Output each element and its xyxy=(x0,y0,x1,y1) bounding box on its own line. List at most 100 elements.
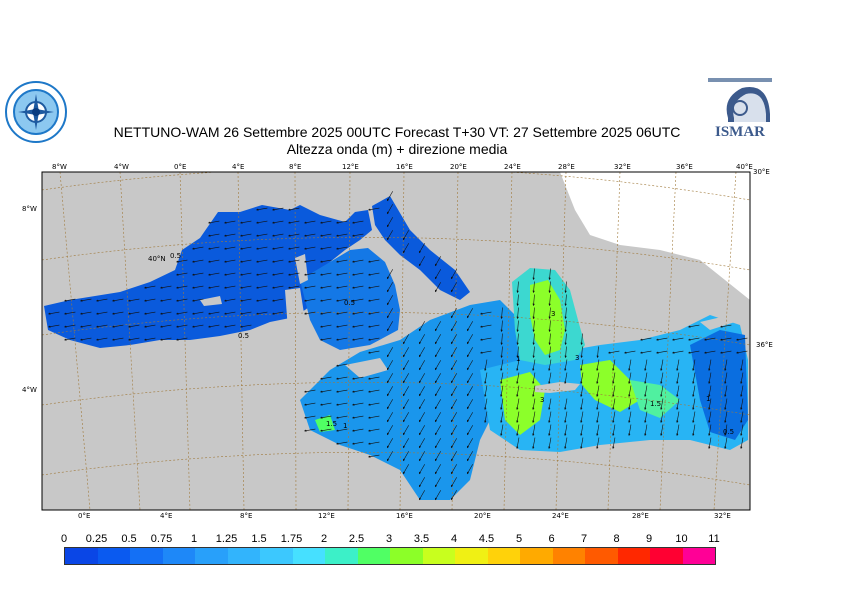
direction-arrow xyxy=(564,398,568,411)
direction-arrow xyxy=(418,412,426,423)
direction-arrow xyxy=(255,207,268,211)
direction-arrow xyxy=(532,437,536,450)
direction-arrow xyxy=(402,334,410,345)
direction-arrow xyxy=(191,298,204,302)
direction-arrow xyxy=(450,360,458,371)
direction-arrow xyxy=(143,298,156,302)
direction-arrow xyxy=(516,411,520,424)
contour-labels: 0.5 0.5 0.5 1 1.5 1 3 3 3 1.5 1 0.5 xyxy=(170,252,734,436)
direction-arrow xyxy=(548,333,551,346)
direction-arrow xyxy=(351,324,364,328)
colorbar-swatch xyxy=(422,548,455,564)
direction-arrow xyxy=(418,464,426,475)
direction-arrow xyxy=(63,298,76,302)
direction-arrow xyxy=(223,272,236,276)
direction-arrow xyxy=(79,298,92,302)
lat-label-left: 8°W xyxy=(22,205,37,213)
direction-arrow xyxy=(418,425,426,436)
direction-arrow xyxy=(450,451,458,462)
direction-arrow xyxy=(418,321,426,332)
direction-arrow xyxy=(402,451,410,462)
direction-arrow xyxy=(402,438,410,449)
balearic-islands xyxy=(200,296,222,306)
direction-arrow xyxy=(335,285,348,289)
direction-arrow xyxy=(724,437,728,450)
direction-arrow xyxy=(612,398,616,411)
sea-tyrrhenian xyxy=(300,248,400,350)
direction-arrow xyxy=(143,337,156,341)
contour-label: 0.5 xyxy=(344,299,355,307)
direction-arrow xyxy=(255,233,268,237)
map-subtitle: Altezza onda (m) + direzione media xyxy=(286,141,508,157)
colorbar-label: 7 xyxy=(580,533,588,545)
contour-label: 0.5 xyxy=(238,332,249,340)
direction-arrow xyxy=(676,398,680,411)
direction-arrow xyxy=(303,246,316,250)
direction-arrow xyxy=(386,217,394,228)
direction-arrow xyxy=(548,398,552,411)
direction-arrow xyxy=(676,411,680,424)
colorbar-label: 6 xyxy=(548,533,555,545)
direction-arrow xyxy=(418,399,426,410)
lon-label-top: 40°E xyxy=(736,163,753,171)
direction-arrow xyxy=(287,207,300,211)
direction-arrow xyxy=(724,372,728,385)
direction-arrow xyxy=(516,372,520,385)
direction-arrow xyxy=(287,220,300,224)
lon-label-bottom: 4°E xyxy=(160,512,172,520)
direction-arrow xyxy=(516,320,519,333)
direction-arrow xyxy=(319,415,332,419)
direction-arrow xyxy=(450,321,458,332)
colorbar-swatch xyxy=(585,548,618,564)
direction-arrow xyxy=(418,373,426,384)
direction-arrow xyxy=(450,438,458,449)
direction-arrow xyxy=(660,424,664,437)
direction-arrow xyxy=(484,385,488,398)
direction-arrow xyxy=(111,311,124,315)
colorbar-label: 1.5 xyxy=(251,533,267,545)
direction-arrow xyxy=(303,233,316,237)
direction-arrow xyxy=(191,285,204,289)
direction-arrow xyxy=(418,490,426,501)
direction-arrow xyxy=(740,411,744,424)
direction-arrow xyxy=(335,402,348,406)
direction-arrow xyxy=(735,337,748,341)
direction-arrow xyxy=(466,308,474,319)
direction-arrow xyxy=(580,346,583,359)
direction-arrow xyxy=(660,398,664,411)
direction-arrow xyxy=(319,220,332,224)
lat-label-right: 30°E xyxy=(753,168,770,176)
direction-arrow xyxy=(450,282,458,293)
direction-arrow xyxy=(644,398,648,411)
direction-arrow xyxy=(402,347,410,358)
direction-arrow xyxy=(223,324,236,328)
direction-arrow xyxy=(548,294,551,307)
direction-arrow xyxy=(532,346,535,359)
direction-arrow xyxy=(287,246,300,250)
direction-arrow xyxy=(319,389,332,393)
direction-arrow xyxy=(335,233,348,237)
direction-arrow xyxy=(434,477,442,488)
direction-arrow xyxy=(500,411,504,424)
colorbar-swatch xyxy=(455,548,488,564)
direction-arrow xyxy=(386,295,394,306)
direction-arrow xyxy=(367,402,380,406)
direction-arrow xyxy=(303,259,316,263)
direction-arrow xyxy=(271,246,284,250)
colorbar-swatch xyxy=(325,548,358,564)
colorbar-swatch xyxy=(97,548,130,564)
direction-arrow xyxy=(367,441,380,445)
direction-arrow xyxy=(271,311,284,315)
direction-arrow xyxy=(724,424,728,437)
direction-arrow xyxy=(255,311,268,315)
direction-arrow xyxy=(466,451,474,462)
colorbar-swatch xyxy=(357,548,390,564)
direction-arrow xyxy=(386,360,394,371)
direction-arrow xyxy=(692,411,696,424)
direction-arrow xyxy=(500,320,503,333)
direction-arrow xyxy=(351,402,364,406)
direction-arrow xyxy=(239,259,252,263)
direction-arrow xyxy=(239,298,252,302)
direction-arrow xyxy=(596,437,600,450)
